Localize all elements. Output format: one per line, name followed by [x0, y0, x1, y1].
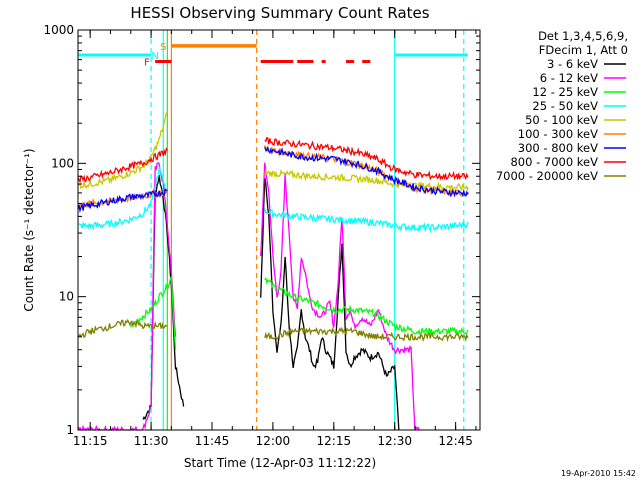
plot-frame	[77, 29, 481, 431]
x-tick-label: 12:15	[317, 434, 352, 448]
x-tick-label: 11:45	[195, 434, 230, 448]
legend-header-line1: Det 1,3,4,5,6,9,	[538, 29, 628, 43]
legend-label: 12 - 25 keV	[532, 85, 598, 99]
series-line	[77, 318, 469, 343]
x-tick-label: 12:00	[256, 434, 291, 448]
series-line	[77, 166, 469, 234]
legend-label: 50 - 100 keV	[525, 113, 598, 127]
legend-label: 300 - 800 keV	[518, 141, 598, 155]
x-tick-label: 12:45	[438, 434, 473, 448]
y-tick-label: 100	[51, 156, 74, 170]
series-line	[142, 175, 400, 430]
flag-label-S: S	[160, 42, 166, 53]
legend-header-line2: FDecim 1, Att 0	[539, 43, 628, 57]
x-tick-label: 12:30	[377, 434, 412, 448]
axis-ticks: 11:15 11:30 11:45 12:00 12:15 12:30 12:45 1 10 10…	[43, 23, 480, 448]
flag-label-F: F	[144, 58, 150, 69]
y-tick-label: 1000	[43, 23, 74, 37]
series-line	[77, 137, 469, 184]
series-line	[130, 276, 469, 350]
legend-label: 6 - 12 keV	[540, 71, 598, 85]
series-line	[77, 145, 469, 214]
y-tick-label: 1	[66, 423, 74, 437]
legend-label: 3 - 6 keV	[547, 57, 598, 71]
x-tick-label: 11:30	[134, 434, 169, 448]
series-line	[77, 145, 469, 210]
legend-label: 7000 - 20000 keV	[496, 169, 598, 183]
series-line	[77, 112, 469, 192]
legend-label: 25 - 50 keV	[532, 99, 598, 113]
flag-bars: FNS	[78, 42, 468, 69]
footer-timestamp: 19-Apr-2010 15:42	[561, 469, 636, 478]
x-axis-label: Start Time (12-Apr-03 11:12:22)	[184, 456, 376, 470]
x-tick-label: 11:15	[73, 434, 108, 448]
y-axis-label: Count Rate (s⁻¹ detector⁻¹)	[22, 148, 36, 311]
flag-label-N: N	[151, 51, 158, 62]
chart-title: HESSI Observing Summary Count Rates	[130, 4, 429, 22]
series-line	[77, 161, 420, 432]
series-lines	[77, 112, 469, 432]
legend-label: 800 - 7000 keV	[510, 155, 598, 169]
y-tick-label: 10	[59, 290, 74, 304]
legend-label: 100 - 300 keV	[518, 127, 598, 141]
